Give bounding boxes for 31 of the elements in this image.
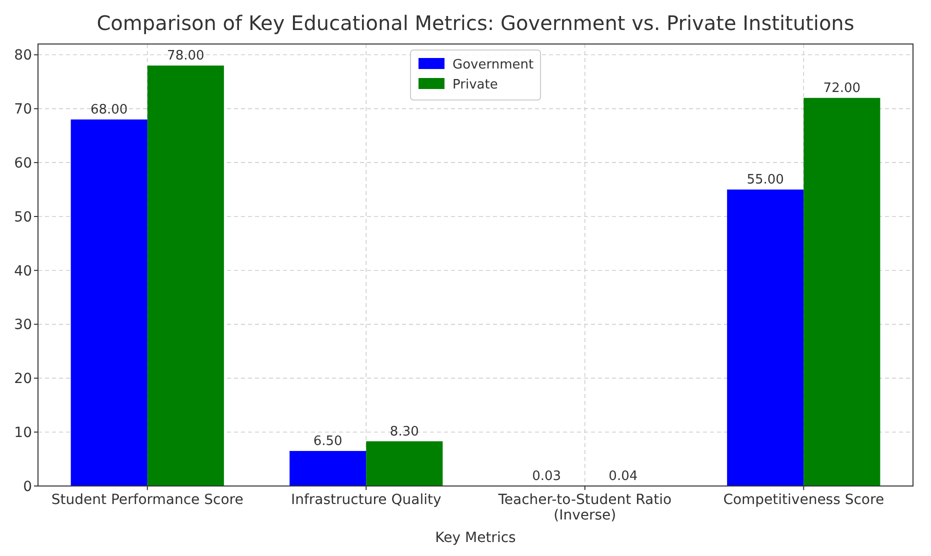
bar [147, 66, 224, 486]
legend-label: Private [452, 78, 498, 93]
bar [290, 450, 366, 486]
y-tick-label: 60 [14, 155, 32, 172]
bar [70, 119, 148, 486]
chart-title: Comparison of Key Educational Metrics: Government vs. Private Institutions [96, 11, 854, 35]
bar [804, 98, 880, 486]
y-tick-label: 40 [14, 263, 32, 280]
data-label: 78.00 [167, 48, 204, 64]
bar [366, 441, 443, 486]
y-tick-label: 70 [14, 102, 32, 118]
x-tick-label: Teacher-to-Student Ratio (Inverse) [497, 492, 672, 524]
x-axis-title: Key Metrics [435, 530, 516, 546]
data-label: 72.00 [823, 80, 861, 96]
y-tick-label: 0 [23, 478, 32, 495]
y-tick-label: 20 [14, 371, 32, 388]
data-label: 8.30 [390, 424, 419, 440]
y-tick-label: 50 [14, 209, 32, 226]
legend-label: Government [452, 58, 534, 73]
data-label: 0.04 [608, 468, 638, 484]
data-label: 0.03 [532, 468, 562, 484]
bar [727, 190, 804, 486]
x-tick-label: Competitiveness Score [723, 492, 884, 508]
y-tick-label: 10 [14, 425, 32, 441]
y-tick-label: 30 [14, 317, 32, 334]
y-tick-label: 80 [14, 48, 32, 64]
data-label: 55.00 [746, 172, 784, 188]
x-tick-label: Student Performance Score [51, 492, 244, 508]
data-label: 68.00 [90, 102, 128, 118]
x-tick-label: Infrastructure Quality [290, 492, 442, 508]
data-label: 6.50 [313, 434, 342, 449]
